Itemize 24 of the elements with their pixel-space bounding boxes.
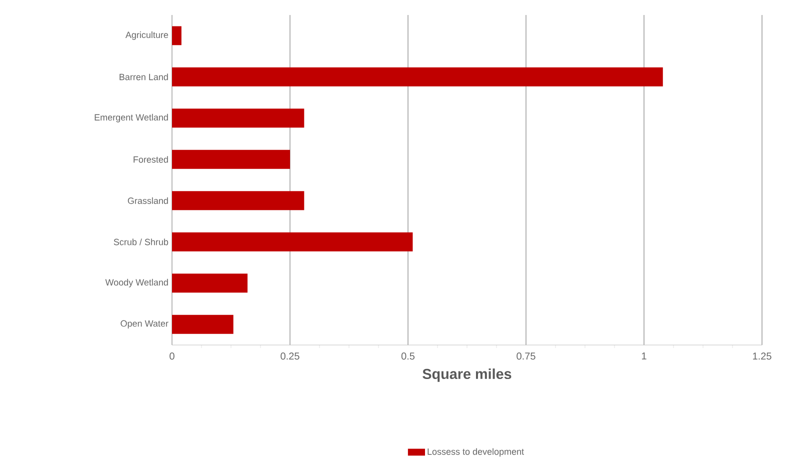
bar [172,314,234,334]
y-tick-label: Agriculture [125,31,168,40]
legend-label: Lossess to development [428,448,524,457]
y-tick-label: Woody Wetland [105,278,168,288]
y-tick-label: Barren Land [120,74,168,80]
x-tick-label: 0 [170,352,174,360]
x-tick-label: 1 [642,352,646,360]
bar [172,26,182,46]
y-tick-label: Forested [134,156,168,163]
y-tick-label: Emergent Wetland [94,114,168,122]
bar [172,150,290,169]
bar [172,67,663,86]
bar [172,191,304,210]
x-tick-label: 0.5 [401,352,415,360]
x-tick-label: 1.25 [753,352,772,360]
bar [172,232,413,252]
bar [172,108,304,128]
x-tick-label: 0.25 [280,352,300,360]
x-tick-label: 0.75 [516,352,536,360]
y-tick-label: Scrub / Shrub [114,238,168,246]
y-tick-label: Grassland [128,197,168,204]
bar [172,274,248,293]
y-tick-label: Open Water [120,320,168,328]
x-axis-title: Square miles [422,368,512,382]
